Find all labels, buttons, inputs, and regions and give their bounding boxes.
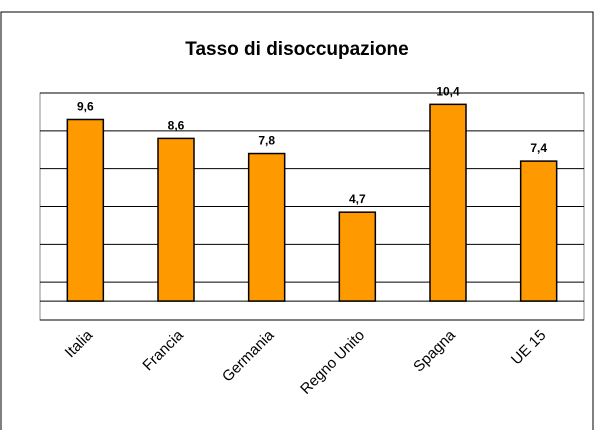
bar	[519, 160, 558, 302]
value-label: 4,7	[349, 192, 366, 206]
value-label: 9,6	[77, 99, 94, 113]
bar	[247, 152, 286, 302]
value-label: 7,8	[258, 134, 275, 148]
bar	[429, 103, 467, 302]
value-label: 7,4	[530, 141, 547, 155]
value-label: 10,4	[436, 84, 460, 98]
chart-title: Tasso di disoccupazione	[185, 39, 408, 60]
value-label: 8,6	[168, 118, 185, 132]
bar	[66, 118, 105, 302]
bar	[338, 211, 377, 302]
bar	[157, 137, 195, 302]
